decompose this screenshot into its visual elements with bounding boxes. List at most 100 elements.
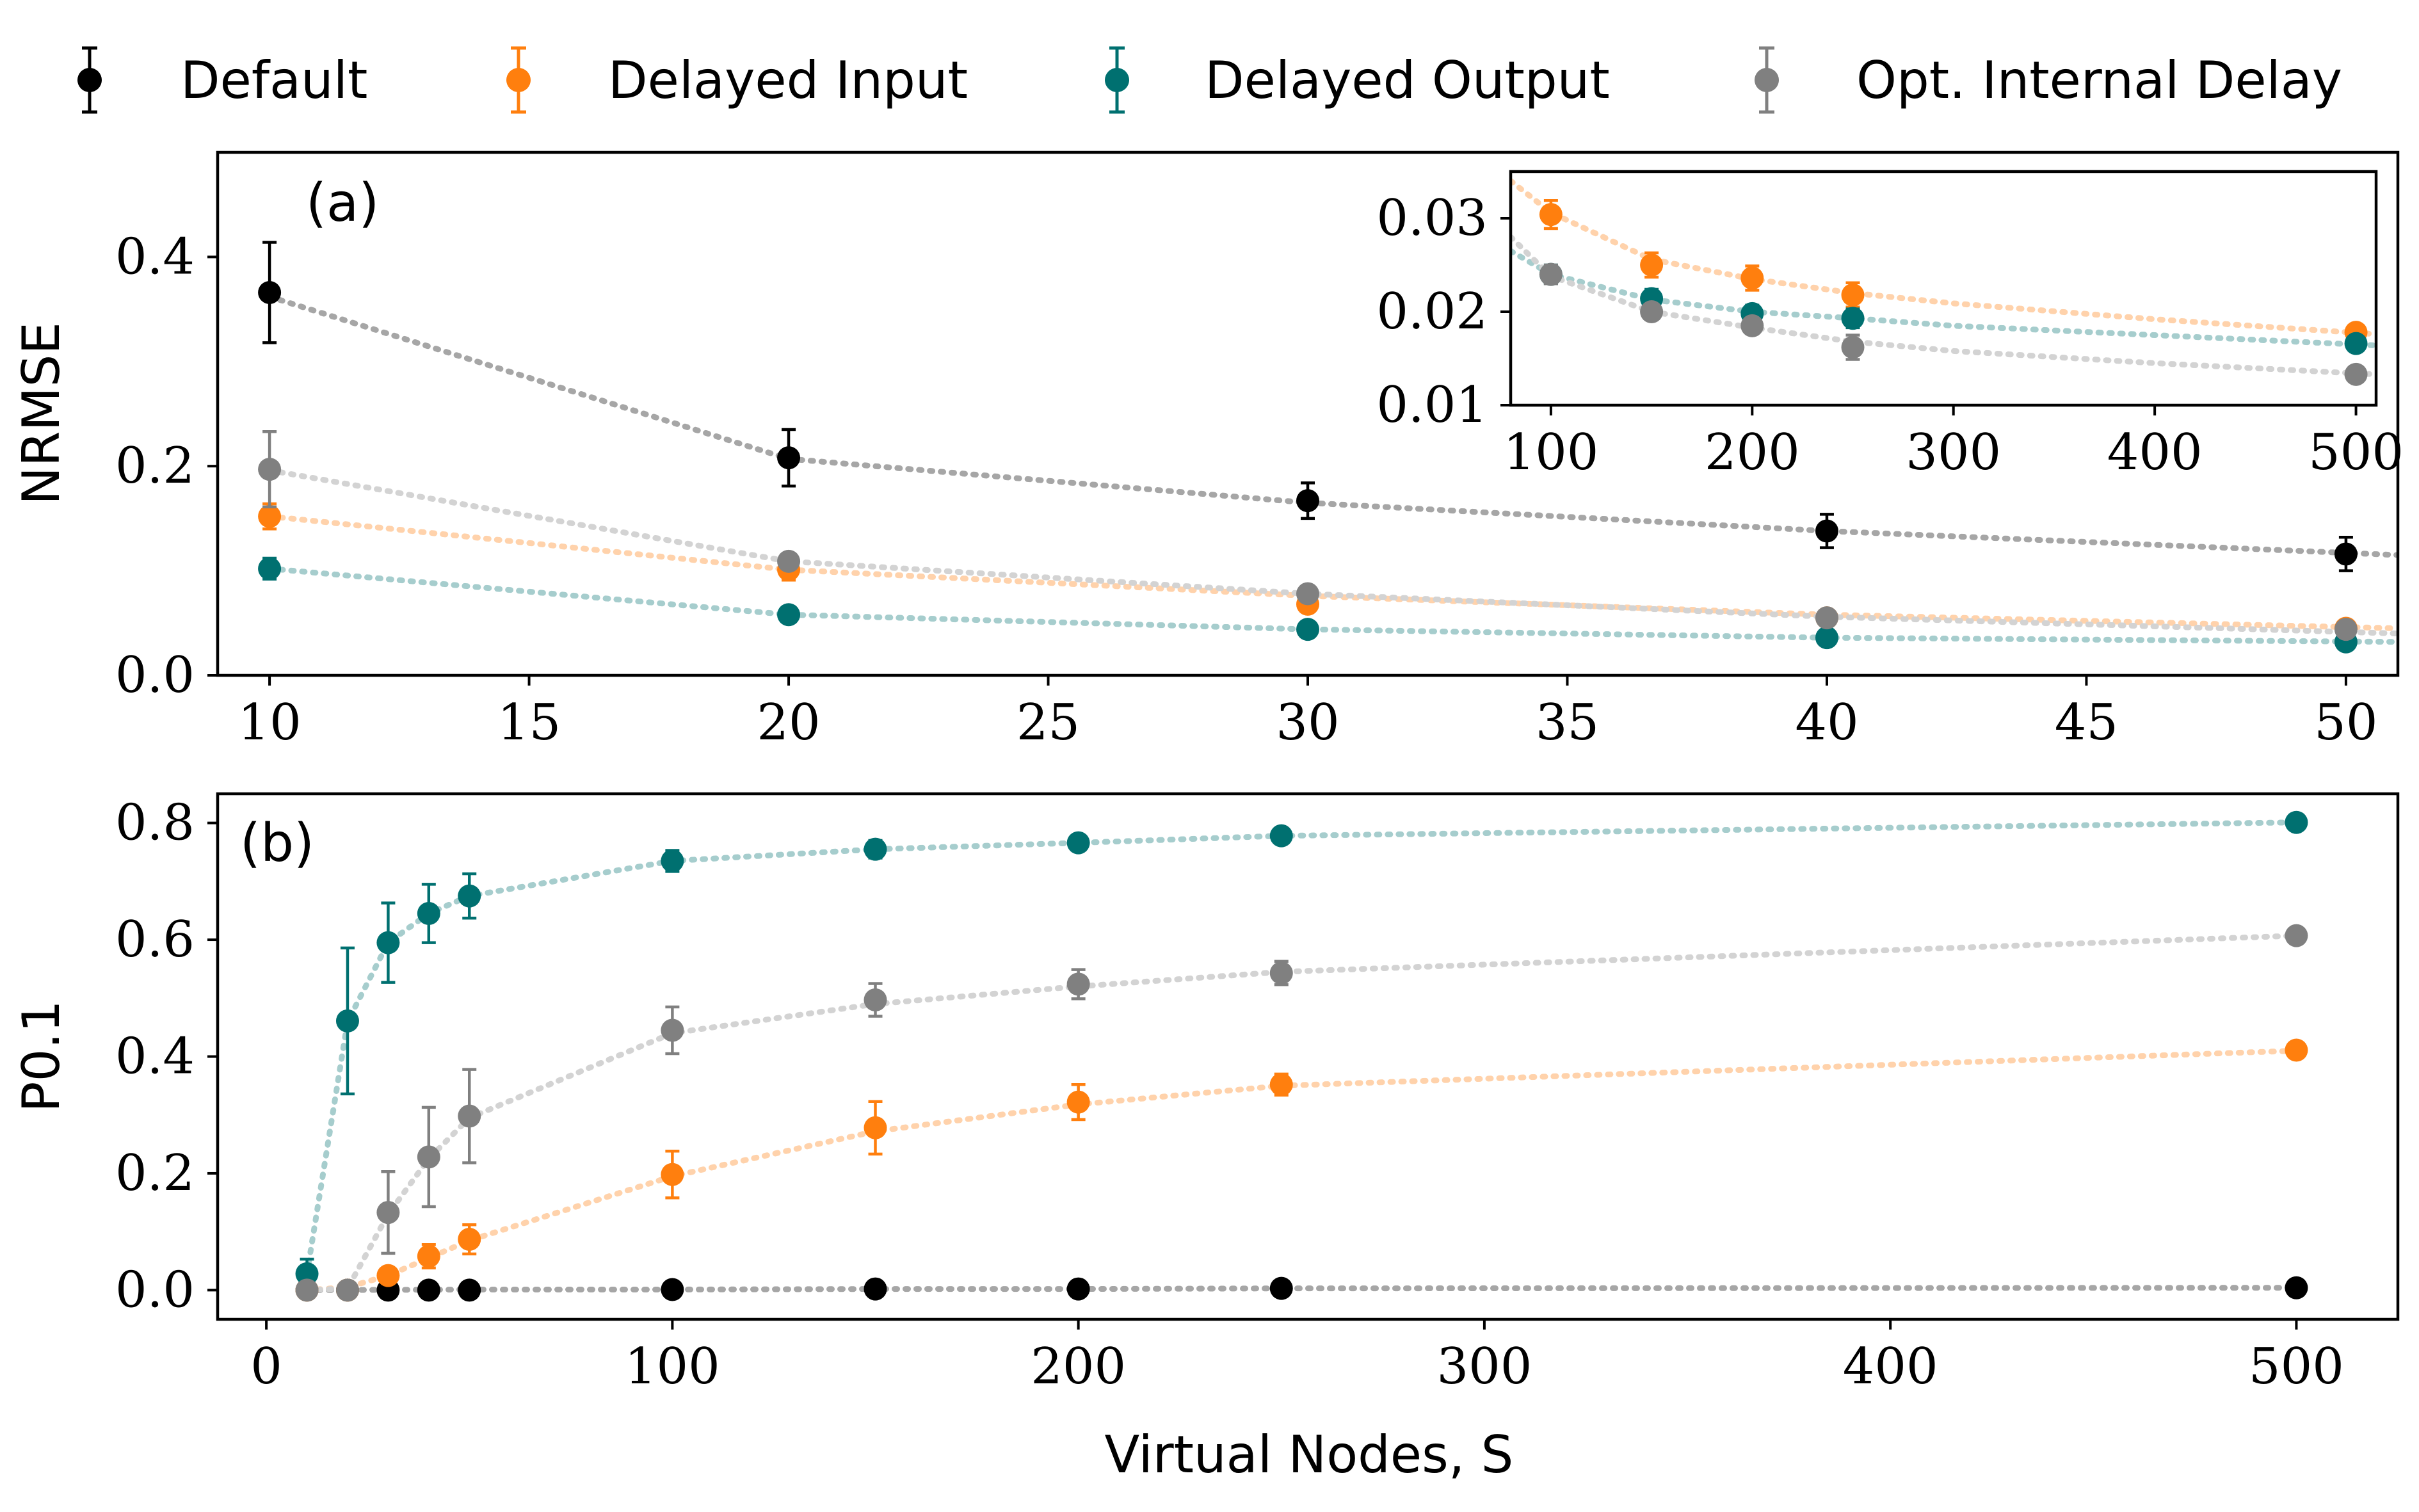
axes-frame — [1509, 170, 2378, 407]
fit-line-delayed-input — [1511, 178, 2376, 337]
x-tick-label: 20 — [757, 694, 820, 752]
data-point-delayed-output — [295, 1262, 319, 1285]
data-point-opt-internal-delay — [1539, 262, 1563, 286]
data-point-delayed-output — [777, 603, 801, 627]
y-tick-label: 0.02 — [1376, 283, 1488, 341]
fit-line-default — [304, 1285, 2299, 1293]
y-tick-label: 0.2 — [115, 437, 195, 495]
data-point-delayed-output — [1296, 618, 1319, 641]
y-tick-label: 0.03 — [1376, 189, 1488, 247]
data-point-delayed-input — [376, 1264, 400, 1287]
data-point-delayed-input — [1539, 203, 1563, 227]
data-point-default — [1296, 489, 1319, 513]
x-tick-label: 50 — [2314, 694, 2377, 752]
legend-label: Delayed Input — [608, 51, 968, 110]
x-tick-label: 400 — [2107, 424, 2203, 481]
x-tick-label: 40 — [1795, 694, 1858, 752]
data-point-default — [1815, 519, 1838, 543]
x-tick-label: 400 — [1843, 1338, 1938, 1395]
data-point-opt-internal-delay — [1269, 961, 1293, 985]
y-tick-label: 0.0 — [115, 647, 195, 704]
data-point-delayed-output — [864, 837, 887, 861]
data-point-delayed-output — [258, 557, 282, 581]
fit-lines — [1511, 178, 2376, 378]
data-point-default — [458, 1278, 481, 1302]
data-point-opt-internal-delay — [2334, 618, 2358, 641]
panel-b-chart: 0 100 200 300 400 500 0.0 0.2 0.4 0.6 0.8 (b) P0.1 Vi… — [12, 792, 2400, 1484]
x-tick-label: 100 — [625, 1338, 720, 1395]
y-axis-label: P0.1 — [12, 1000, 71, 1112]
data-point-opt-internal-delay — [2285, 924, 2308, 947]
data-point-delayed-input — [1640, 253, 1664, 277]
y-tick-label: 0.4 — [115, 1028, 195, 1086]
y-tick-label: 0.2 — [115, 1145, 195, 1202]
x-tick-label: 0 — [250, 1338, 282, 1395]
data-point-default — [1066, 1277, 1090, 1301]
fit-line-opt-internal-delay — [1511, 234, 2376, 378]
data-point-opt-internal-delay — [1066, 972, 1090, 996]
data-point-opt-internal-delay — [1640, 300, 1664, 323]
legend-label: Opt. Internal Delay — [1856, 51, 2342, 110]
data-point-default — [777, 446, 801, 470]
data-point-default — [2334, 542, 2358, 566]
panel-label: (a) — [306, 173, 379, 234]
legend-item-default: Default — [77, 46, 367, 114]
data-point-delayed-output — [1815, 626, 1838, 650]
y-tick-label: 0.01 — [1376, 376, 1488, 434]
data-point-opt-internal-delay — [1815, 606, 1838, 630]
fit-line-delayed-output — [266, 565, 2398, 645]
data-point-opt-internal-delay — [864, 988, 887, 1012]
data-point-opt-internal-delay — [1841, 335, 1865, 359]
data-point-delayed-input — [1066, 1090, 1090, 1114]
x-tick-label: 30 — [1276, 694, 1339, 752]
data-point-default — [661, 1278, 684, 1301]
data-point-delayed-output — [458, 884, 481, 908]
y-tick-label: 0.8 — [115, 794, 195, 852]
fit-line-delayed-output — [304, 819, 2299, 1277]
data-point-delayed-input — [258, 504, 282, 528]
data-point-delayed-input — [661, 1162, 684, 1186]
legend-marker — [506, 68, 531, 92]
data-point-default — [258, 280, 282, 304]
data-point-delayed-input — [458, 1228, 481, 1251]
fit-line-delayed-input — [304, 1047, 2299, 1293]
y-tick-label: 0.0 — [115, 1261, 195, 1319]
legend-item-opt-internal-delay: Opt. Internal Delay — [1755, 46, 2342, 114]
x-axis-label: Virtual Nodes, S — [1105, 1425, 1514, 1484]
legend-marker — [1755, 68, 1779, 92]
legend-label: Default — [181, 51, 367, 110]
data-point-delayed-input — [2285, 1038, 2308, 1062]
data-point-delayed-output — [1066, 831, 1090, 855]
x-tick-label: 10 — [237, 694, 301, 752]
data-point-delayed-input — [1740, 266, 1764, 290]
legend-marker — [1105, 68, 1129, 92]
data-point-delayed-input — [417, 1244, 440, 1268]
y-tick-label: 0.6 — [115, 911, 195, 969]
data-point-opt-internal-delay — [1740, 314, 1764, 337]
data-point-delayed-output — [2344, 332, 2368, 355]
data-point-delayed-input — [1269, 1073, 1293, 1097]
data-point-delayed-input — [1841, 283, 1865, 307]
data-point-opt-internal-delay — [661, 1018, 684, 1042]
x-tick-label: 25 — [1017, 694, 1080, 752]
data-point-opt-internal-delay — [417, 1145, 440, 1169]
data-point-opt-internal-delay — [458, 1104, 481, 1128]
legend-marker — [77, 68, 102, 92]
data-point-default — [864, 1277, 887, 1301]
x-tick-label: 15 — [497, 694, 561, 752]
x-tick-label: 200 — [1031, 1338, 1126, 1395]
data-marks — [1539, 199, 2368, 386]
data-point-delayed-output — [376, 931, 400, 954]
data-point-delayed-input — [864, 1116, 887, 1139]
data-point-delayed-output — [335, 1009, 359, 1033]
fit-line-delayed-input — [266, 513, 2398, 631]
x-tick-label: 500 — [2308, 424, 2404, 481]
legend: Default Delayed Input Delayed Output Opt. I… — [77, 46, 2342, 114]
data-point-opt-internal-delay — [2344, 362, 2368, 386]
axes-frame — [216, 792, 2400, 1321]
data-point-default — [2285, 1276, 2308, 1299]
panel-a-inset-chart: 100 200 300 400 500 0.01 0.02 0.03 — [1376, 170, 2404, 481]
data-point-delayed-output — [417, 902, 440, 926]
x-tick-label: 500 — [2249, 1338, 2344, 1395]
